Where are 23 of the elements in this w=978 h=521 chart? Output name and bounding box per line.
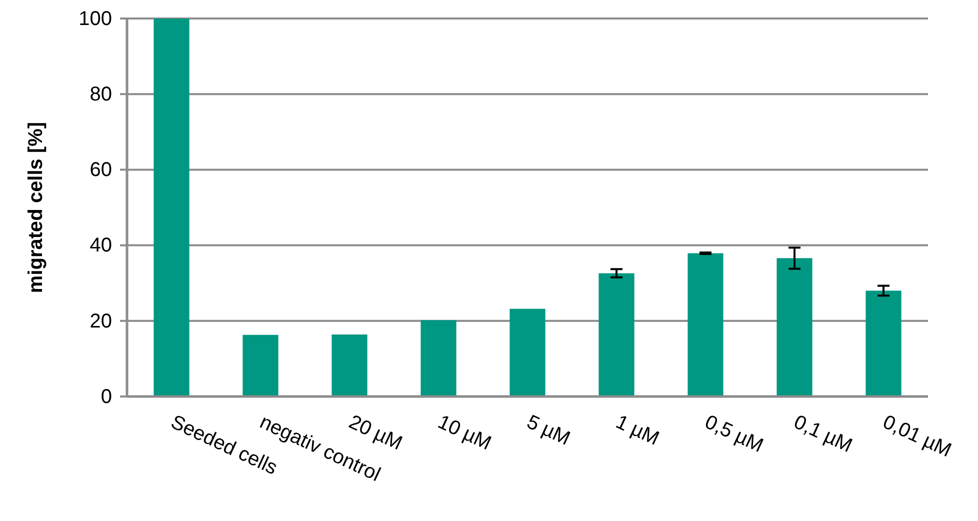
y-tick-label: 80: [90, 84, 112, 106]
x-tick-label: 20 µM: [345, 411, 406, 455]
y-tick-label: 100: [78, 8, 112, 30]
bar: [510, 308, 546, 396]
bar: [242, 334, 278, 396]
bar: [866, 290, 902, 396]
y-tick-label: 0: [100, 386, 112, 408]
y-tick-label: 20: [90, 310, 112, 332]
bar: [776, 258, 812, 396]
bar: [598, 273, 634, 396]
y-axis-title: migrated cells [%]: [25, 122, 47, 294]
x-tick-label: 0,5 µM: [701, 411, 766, 458]
x-tick-label: 5 µM: [523, 411, 574, 450]
bar: [332, 334, 368, 396]
bar: [420, 320, 456, 396]
x-tick-label: 10 µM: [434, 411, 494, 455]
x-tick-label: 1 µM: [612, 411, 662, 450]
y-tick-label: 40: [90, 234, 112, 257]
bar: [688, 253, 724, 396]
bar: [154, 18, 190, 396]
y-tick-label: 60: [90, 159, 112, 182]
x-tick-label: 0,01 µM: [879, 411, 955, 462]
x-tick-label: 0,1 µM: [790, 411, 856, 458]
